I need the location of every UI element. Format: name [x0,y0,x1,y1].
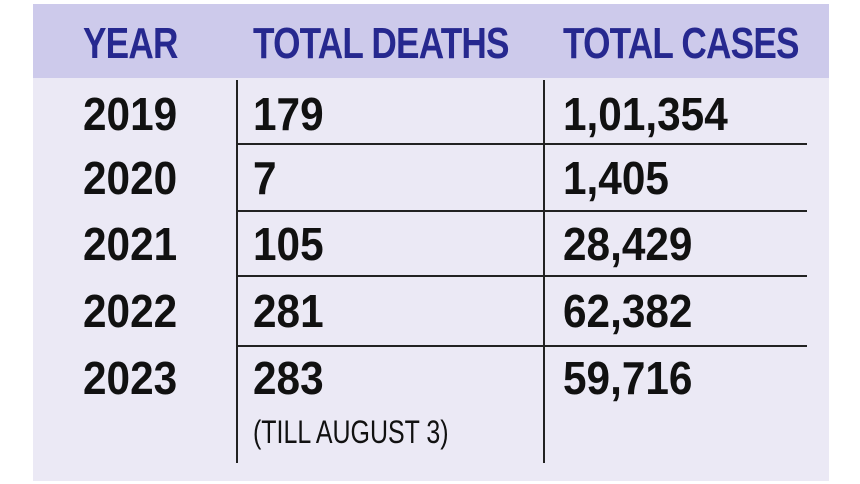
year-cell: 2022 [83,285,178,337]
deaths-cell: 283 [253,352,324,404]
column-divider-2 [543,80,545,463]
row-divider-2 [238,210,807,212]
year-cell: 2021 [83,218,178,270]
column-header-year: YEAR [83,19,178,68]
cases-cell: 1,01,354 [563,88,728,140]
column-header-total-cases: TOTAL CASES [563,19,799,68]
column-divider-1 [236,80,238,463]
cases-cell: 59,716 [563,352,693,404]
deaths-cell: 105 [253,218,324,270]
deaths-footnote: (TILL AUGUST 3) [253,414,449,450]
deaths-cell: 7 [253,152,277,204]
year-cell: 2023 [83,352,178,404]
row-divider-4 [238,345,807,347]
cases-cell: 28,429 [563,218,693,270]
table-header: YEAR TOTAL DEATHS TOTAL CASES [33,4,829,78]
table-panel: YEAR TOTAL DEATHS TOTAL CASES 2019 179 1… [33,4,829,481]
cases-cell: 1,405 [563,152,669,204]
row-divider-3 [238,275,807,277]
cases-cell: 62,382 [563,285,693,337]
year-cell: 2020 [83,152,178,204]
column-header-total-deaths: TOTAL DEATHS [253,19,510,68]
deaths-cell: 281 [253,285,324,337]
year-cell: 2019 [83,88,178,140]
row-divider-1 [238,143,807,145]
deaths-cell: 179 [253,88,324,140]
